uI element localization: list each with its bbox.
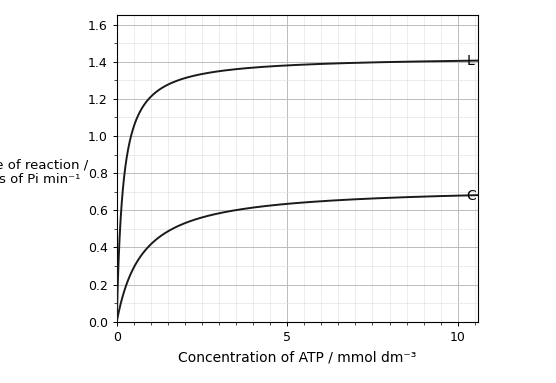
Text: Rate of reaction /
units of Pi min⁻¹: Rate of reaction / units of Pi min⁻¹ [0, 158, 88, 187]
X-axis label: Concentration of ATP / mmol dm⁻³: Concentration of ATP / mmol dm⁻³ [178, 351, 416, 365]
Text: C: C [466, 188, 476, 203]
Text: L: L [466, 54, 474, 68]
